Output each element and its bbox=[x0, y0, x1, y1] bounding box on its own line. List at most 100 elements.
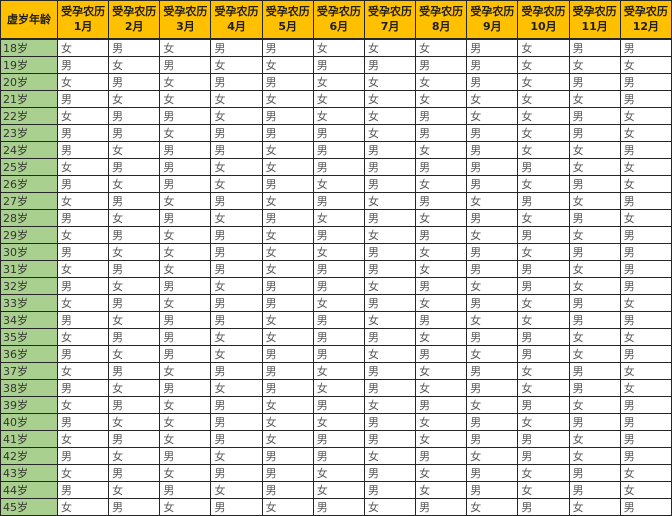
gender-cell: 女 bbox=[517, 412, 570, 431]
gender-cell: 男 bbox=[159, 327, 212, 346]
month-header-month: 12月 bbox=[632, 20, 660, 34]
gender-cell: 男 bbox=[363, 327, 417, 346]
table-row: 19岁男女男女女男男男男女女女 bbox=[0, 55, 672, 74]
gender-cell: 男 bbox=[363, 378, 417, 397]
gender-cell: 男 bbox=[568, 480, 621, 499]
gender-cell: 男 bbox=[108, 361, 161, 380]
month-header-cell: 受孕农历 9月 bbox=[466, 0, 519, 40]
age-cell: 28岁 bbox=[0, 208, 58, 227]
gender-cell: 男 bbox=[619, 412, 672, 431]
gender-cell: 女 bbox=[619, 157, 672, 176]
age-cell: 40岁 bbox=[0, 412, 58, 431]
gender-cell: 女 bbox=[56, 72, 110, 91]
gender-cell: 男 bbox=[108, 38, 161, 57]
gender-cell: 女 bbox=[312, 293, 365, 312]
gender-cell: 女 bbox=[363, 38, 417, 57]
age-cell: 30岁 bbox=[0, 242, 58, 261]
month-header-month: 2月 bbox=[124, 20, 144, 34]
gender-cell: 男 bbox=[363, 174, 417, 193]
age-cell: 44岁 bbox=[0, 480, 58, 499]
gender-cell: 男 bbox=[261, 480, 314, 499]
gender-cell: 女 bbox=[363, 497, 417, 516]
gender-cell: 女 bbox=[159, 123, 212, 142]
gender-cell: 女 bbox=[466, 89, 519, 108]
month-header-line1: 受孕农历 bbox=[163, 5, 208, 19]
gender-cell: 男 bbox=[363, 259, 417, 278]
gender-cell: 女 bbox=[363, 106, 417, 125]
gender-cell: 女 bbox=[568, 140, 621, 159]
gender-cell: 女 bbox=[108, 378, 161, 397]
age-cell: 33岁 bbox=[0, 293, 58, 312]
age-cell: 36岁 bbox=[0, 344, 58, 363]
gender-cell: 女 bbox=[261, 225, 314, 244]
table-row: 26岁男女男女男女男女男女男女 bbox=[0, 174, 672, 193]
gender-cell: 男 bbox=[466, 157, 519, 176]
gender-cell: 男 bbox=[619, 446, 672, 465]
table-row: 28岁男女男女男女男女男女男女 bbox=[0, 208, 672, 227]
corner-header-cell: 虚岁年龄 bbox=[0, 0, 58, 40]
gender-cell: 男 bbox=[210, 395, 263, 414]
gender-cell: 男 bbox=[363, 293, 417, 312]
gender-cell: 女 bbox=[415, 412, 468, 431]
gender-cell: 男 bbox=[517, 225, 570, 244]
gender-cell: 女 bbox=[261, 327, 314, 346]
age-cell: 32岁 bbox=[0, 276, 58, 295]
month-header-line1: 受孕农历 bbox=[265, 5, 310, 19]
table-row: 40岁男女女男女女男女男女男男 bbox=[0, 412, 672, 431]
gender-cell: 女 bbox=[56, 259, 110, 278]
gender-cell: 男 bbox=[619, 259, 672, 278]
gender-cell: 男 bbox=[466, 378, 519, 397]
age-cell: 37岁 bbox=[0, 361, 58, 380]
gender-cell: 女 bbox=[56, 106, 110, 125]
gender-cell: 女 bbox=[261, 259, 314, 278]
gender-cell: 女 bbox=[261, 412, 314, 431]
gender-cell: 男 bbox=[159, 208, 212, 227]
gender-cell: 男 bbox=[312, 123, 365, 142]
gender-cell: 男 bbox=[210, 225, 263, 244]
gender-cell: 女 bbox=[210, 157, 263, 176]
gender-cell: 男 bbox=[517, 497, 570, 516]
month-header-line1: 受孕农历 bbox=[316, 5, 361, 19]
gender-cell: 女 bbox=[312, 463, 365, 482]
gender-cell: 女 bbox=[415, 480, 468, 499]
gender-cell: 男 bbox=[568, 242, 621, 261]
gender-cell: 女 bbox=[415, 242, 468, 261]
gender-cell: 男 bbox=[210, 463, 263, 482]
gender-cell: 男 bbox=[466, 429, 519, 448]
gender-cell: 男 bbox=[517, 191, 570, 210]
gender-cell: 男 bbox=[363, 412, 417, 431]
gender-cell: 男 bbox=[363, 480, 417, 499]
gender-cell: 男 bbox=[415, 123, 468, 142]
table-row: 37岁女男女男男女男女男女男女 bbox=[0, 361, 672, 380]
gender-cell: 女 bbox=[568, 157, 621, 176]
gender-cell: 男 bbox=[56, 480, 110, 499]
gender-cell: 女 bbox=[517, 208, 570, 227]
gender-cell: 男 bbox=[466, 123, 519, 142]
month-header-month: 11月 bbox=[581, 20, 608, 34]
gender-cell: 男 bbox=[159, 55, 212, 74]
gender-cell: 女 bbox=[312, 242, 365, 261]
gender-cell: 女 bbox=[159, 412, 212, 431]
month-header-cell: 受孕农历 11月 bbox=[568, 0, 621, 40]
table-row: 34岁男女男男女男女男女女男男 bbox=[0, 310, 672, 329]
gender-cell: 女 bbox=[363, 395, 417, 414]
gender-cell: 女 bbox=[619, 123, 672, 142]
table-row: 32岁男女男女男男女男女男女男 bbox=[0, 276, 672, 295]
gender-cell: 男 bbox=[466, 361, 519, 380]
gender-cell: 男 bbox=[363, 140, 417, 159]
gender-cell: 女 bbox=[466, 106, 519, 125]
gender-cell: 女 bbox=[159, 497, 212, 516]
gender-cell: 女 bbox=[466, 446, 519, 465]
gender-cell: 男 bbox=[261, 106, 314, 125]
gender-cell: 女 bbox=[210, 378, 263, 397]
gender-cell: 男 bbox=[568, 72, 621, 91]
gender-cell: 男 bbox=[466, 463, 519, 482]
gender-cell: 女 bbox=[517, 378, 570, 397]
gender-cell: 女 bbox=[312, 480, 365, 499]
table-row: 33岁女男女男男女男女男女男女 bbox=[0, 293, 672, 312]
gender-cell: 男 bbox=[517, 395, 570, 414]
gender-cell: 男 bbox=[261, 463, 314, 482]
gender-cell: 男 bbox=[363, 242, 417, 261]
gender-cell: 男 bbox=[312, 395, 365, 414]
